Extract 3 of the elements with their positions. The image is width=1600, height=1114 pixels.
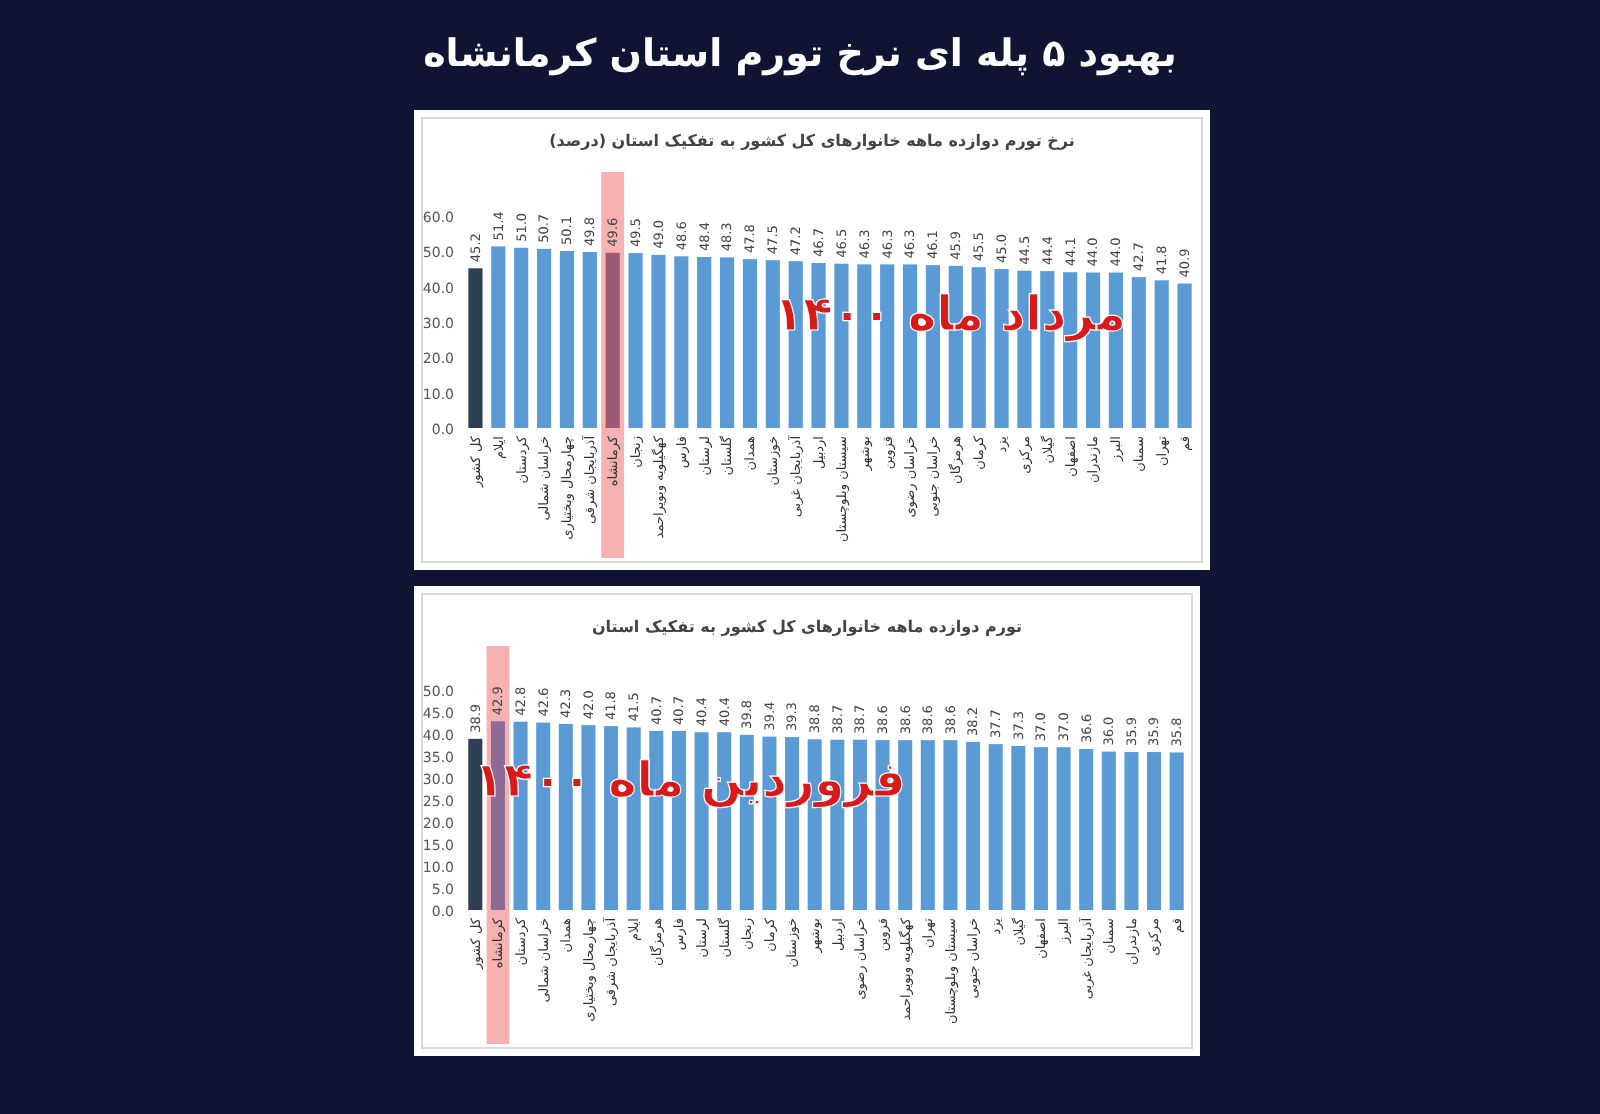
chart-title: تورم دوازده ماهه خانوارهای کل کشور به تفکیک استان bbox=[591, 618, 1023, 636]
chart-subtitle: نرخ تورم دوازده ماهه خانوارهای کل کشور به تفکیک استان (درصد) bbox=[549, 132, 1075, 150]
chart-title: بهبود ۵ پله ای نرخ تورم استان کرمانشاه bbox=[423, 32, 1177, 76]
